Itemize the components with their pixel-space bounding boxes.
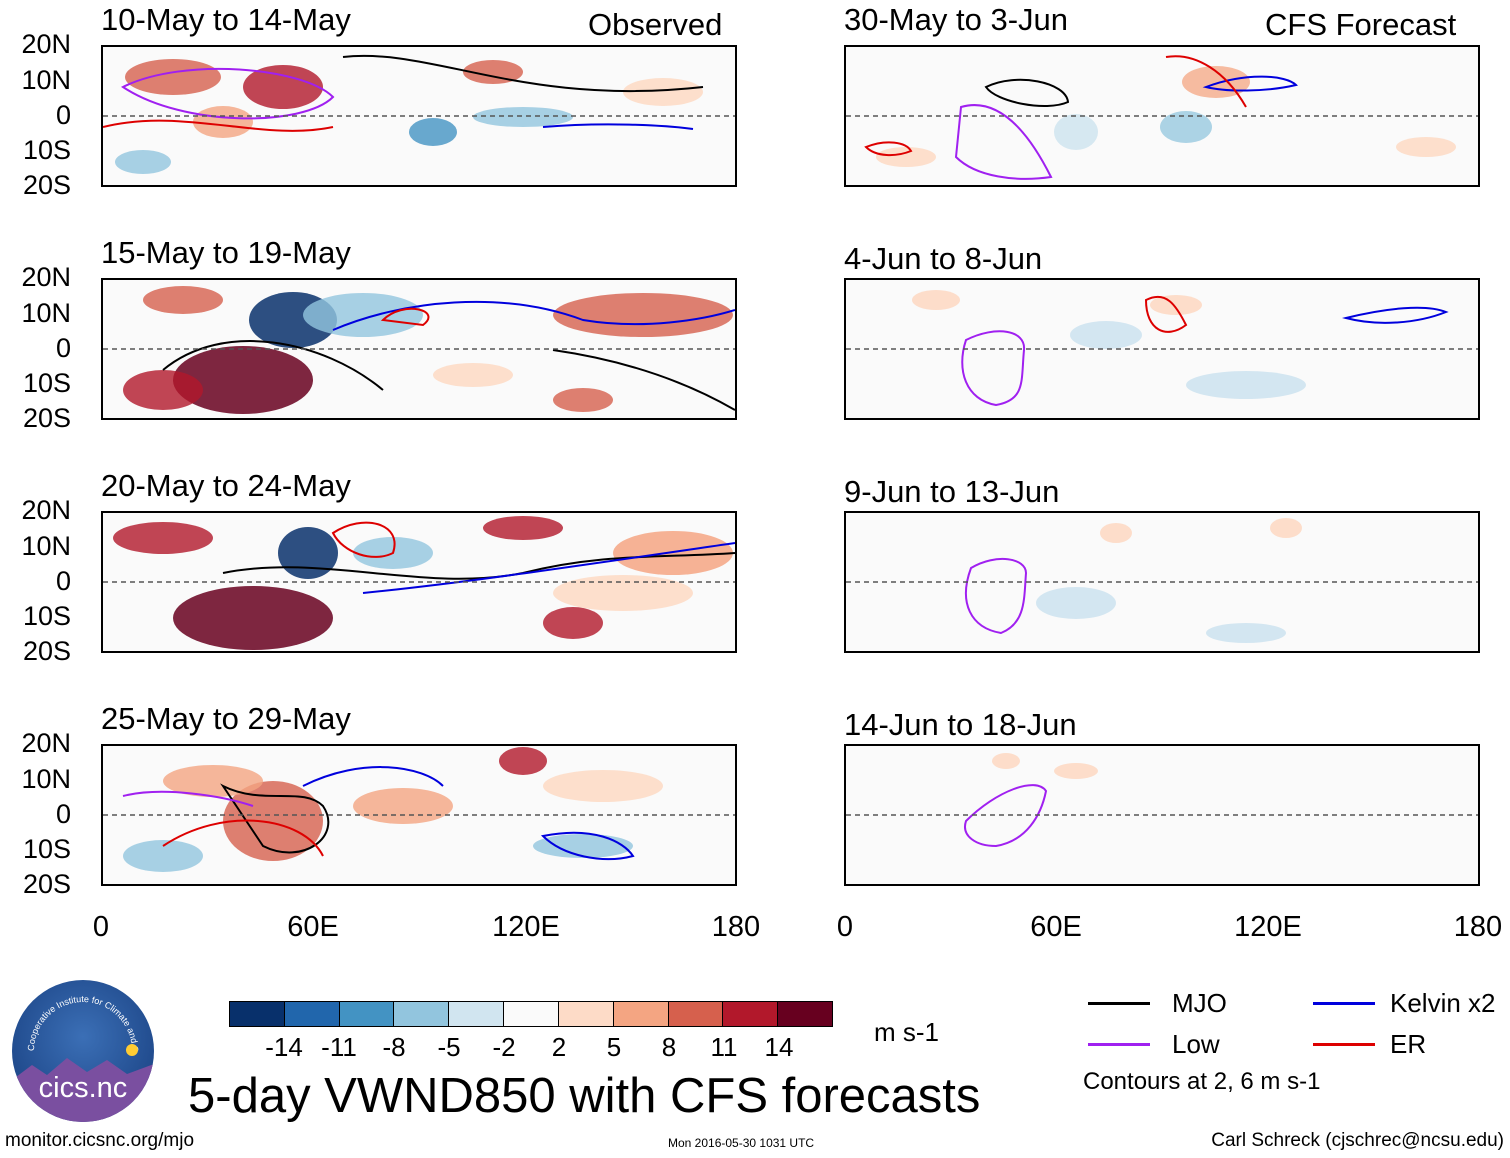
colorbar-tick: 8 (661, 1032, 677, 1062)
lat-label-20n: 20N (21, 495, 71, 525)
colorbar-swatch-9 (668, 1002, 724, 1026)
footer-author: Carl Schreck (cjschrec@ncsu.edu) (1211, 1130, 1504, 1151)
footer-url[interactable]: monitor.cicsnc.org/mjo (5, 1130, 195, 1151)
lat-label-10n: 10N (21, 65, 71, 95)
lon-label-0: 0 (92, 911, 110, 943)
lat-label-10s: 10S (22, 601, 71, 631)
lon-label-120e: 120E (492, 911, 560, 943)
legend-label-mjo: MJO (1172, 988, 1227, 1018)
panel-obs-2 (101, 278, 737, 420)
lat-label-10n: 10N (21, 764, 71, 794)
lat-label-eq: 0 (55, 100, 71, 130)
panel-obs-4-map (103, 747, 735, 872)
panel-fc-3-map (846, 518, 1478, 643)
panel-fc-2-map (846, 290, 1478, 407)
svg-text:Cooperative Institute for Clim: Cooperative Institute for Climate and Sa… (12, 980, 140, 1052)
colorbar-tick: 5 (606, 1032, 622, 1062)
colorbar-tick: -5 (437, 1032, 461, 1062)
lat-label-20n: 20N (21, 728, 71, 758)
observed-header: Observed (588, 7, 723, 42)
lat-label-10s: 10S (22, 834, 71, 864)
lat-label-eq: 0 (55, 799, 71, 829)
panel-title-fc-3: 9-Jun to 13-Jun (844, 474, 1060, 509)
legend-note: Contours at 2, 6 m s-1 (1083, 1068, 1321, 1095)
forecast-header: CFS Forecast (1265, 7, 1457, 42)
colorbar-swatch-5 (449, 1002, 505, 1026)
colorbar-swatch-2 (284, 1002, 340, 1026)
lat-label-eq: 0 (55, 566, 71, 596)
lat-label-20s: 20S (22, 636, 71, 666)
panel-fc-4-map (846, 753, 1478, 848)
panel-obs-1 (101, 45, 737, 187)
figure-title: 5-day VWND850 with CFS forecasts (188, 1069, 981, 1123)
panel-obs-3-map (103, 516, 735, 650)
logo-text: cics.nc (38, 1072, 128, 1104)
lon-label-60e: 60E (287, 911, 339, 943)
legend-line-low (1088, 1043, 1150, 1046)
colorbar-swatch-3 (339, 1002, 395, 1026)
colorbar (229, 1001, 833, 1027)
panel-fc-4 (844, 744, 1480, 886)
logo-ring: Cooperative Institute for Climate and Sa… (12, 980, 154, 1122)
colorbar-tick: 14 (764, 1032, 794, 1062)
legend-line-er (1313, 1043, 1375, 1046)
panel-obs-3 (101, 511, 737, 653)
lat-label-eq: 0 (55, 333, 71, 363)
colorbar-swatch-7 (558, 1002, 614, 1026)
panel-title-obs-4: 25-May to 29-May (101, 701, 351, 736)
legend-label-kelvin: Kelvin x2 (1390, 988, 1496, 1018)
panel-fc-1 (844, 45, 1480, 187)
lat-label-10s: 10S (22, 135, 71, 165)
lon-label-0: 0 (836, 911, 854, 943)
panel-fc-1-map (846, 55, 1478, 180)
legend-label-low: Low (1172, 1029, 1220, 1059)
panel-title-fc-2: 4-Jun to 8-Jun (844, 241, 1043, 276)
colorbar-tick: -11 (321, 1032, 357, 1062)
panel-obs-4 (101, 744, 737, 886)
colorbar-swatch-1 (230, 1002, 285, 1026)
legend-line-mjo (1088, 1002, 1150, 1005)
colorbar-swatch-11 (778, 1002, 832, 1026)
lat-label-20s: 20S (22, 869, 71, 899)
footer-timestamp: Mon 2016-05-30 1031 UTC (668, 1136, 815, 1150)
lat-label-10n: 10N (21, 298, 71, 328)
panel-obs-2-map (103, 286, 735, 414)
lat-label-10n: 10N (21, 531, 71, 561)
lat-label-20n: 20N (21, 262, 71, 292)
colorbar-tick: -8 (382, 1032, 406, 1062)
colorbar-tick: 11 (710, 1032, 738, 1062)
colorbar-swatch-4 (394, 1002, 450, 1026)
lon-label-60e: 60E (1030, 911, 1082, 943)
colorbar-tick: -2 (492, 1032, 516, 1062)
colorbar-swatch-6 (504, 1002, 559, 1026)
colorbar-tick: -14 (265, 1032, 303, 1062)
panel-fc-2 (844, 278, 1480, 420)
panel-title-obs-1: 10-May to 14-May (101, 2, 351, 37)
panel-obs-1-map (103, 54, 735, 174)
lon-label-180: 180 (711, 911, 761, 943)
colorbar-tick: 2 (551, 1032, 567, 1062)
panel-title-obs-3: 20-May to 24-May (101, 468, 351, 503)
legend-line-kelvin (1313, 1002, 1375, 1005)
panel-title-fc-4: 14-Jun to 18-Jun (844, 707, 1077, 742)
lat-label-20s: 20S (22, 170, 71, 200)
legend-label-er: ER (1390, 1029, 1427, 1059)
panel-fc-3 (844, 511, 1480, 653)
colorbar-swatch-10 (723, 1002, 779, 1026)
cicsnc-logo: Cooperative Institute for Climate and Sa… (12, 980, 154, 1122)
panel-title-obs-2: 15-May to 19-May (101, 235, 351, 270)
colorbar-swatch-8 (613, 1002, 669, 1026)
panel-title-fc-1: 30-May to 3-Jun (844, 2, 1068, 37)
lat-label-20n: 20N (21, 29, 71, 59)
logo-ring-text: Cooperative Institute for Climate and Sa… (12, 980, 140, 1052)
lon-label-120e: 120E (1234, 911, 1302, 943)
lat-label-10s: 10S (22, 368, 71, 398)
lat-label-20s: 20S (22, 403, 71, 433)
lon-label-180: 180 (1453, 911, 1503, 943)
colorbar-units: m s-1 (874, 1017, 939, 1047)
